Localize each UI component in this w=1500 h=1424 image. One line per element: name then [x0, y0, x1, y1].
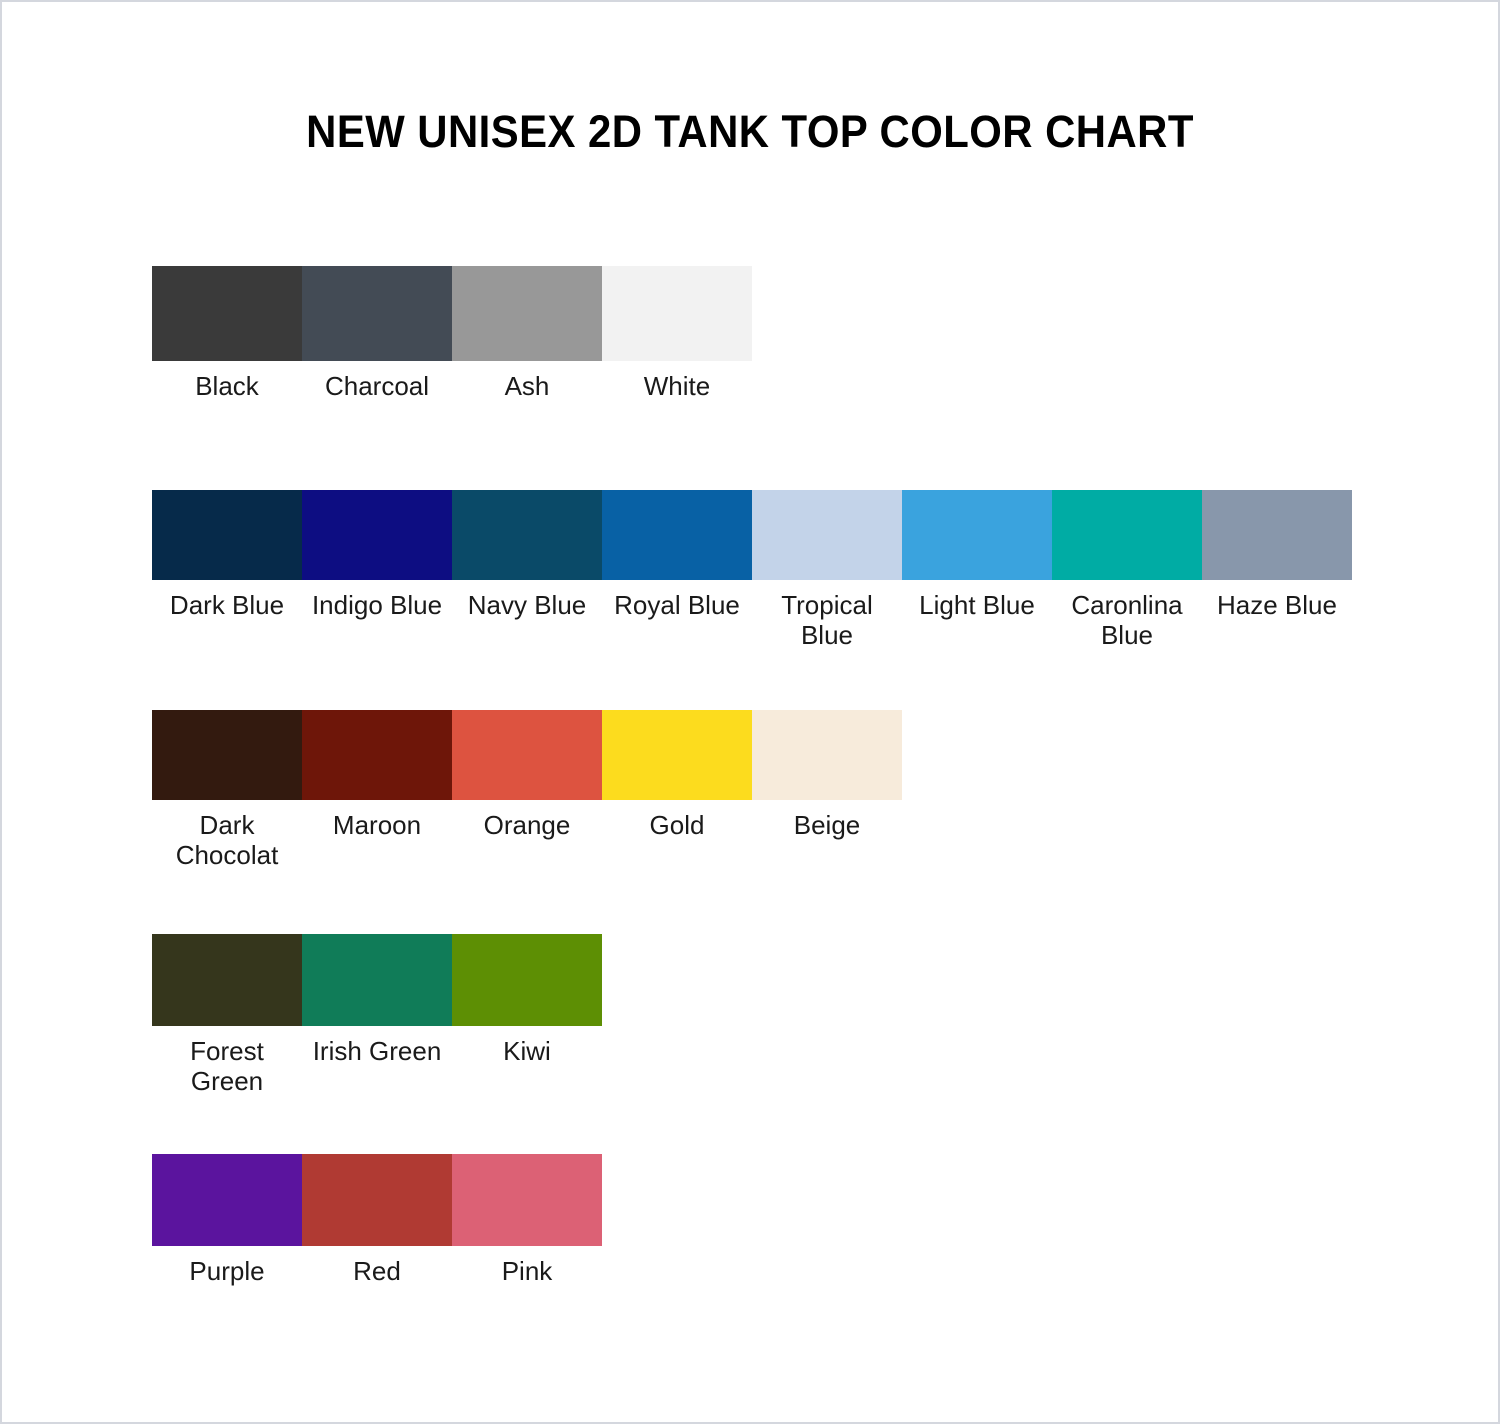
color-swatch-label: Dark Chocolat — [175, 810, 279, 871]
swatch-strip — [152, 1154, 602, 1246]
color-swatch-label: Red — [353, 1256, 401, 1286]
color-swatch-label: Charcoal — [324, 371, 430, 401]
swatch-label-strip: Dark Chocolat Maroon Orange Gold Beige — [152, 800, 902, 870]
color-swatch-label: Purple — [189, 1256, 265, 1286]
color-swatch[interactable] — [602, 266, 752, 361]
swatch-strip — [152, 490, 1352, 580]
swatch-row-blues: Dark Blue Indigo Blue Navy Blue Royal Blue T… — [152, 490, 1352, 650]
color-swatch-label: Light Blue — [919, 590, 1035, 620]
color-swatch-label: Maroon — [332, 810, 422, 840]
color-swatch[interactable] — [152, 266, 302, 361]
color-swatch-label: Royal Blue — [614, 590, 740, 620]
color-swatch-label: Gold — [649, 810, 705, 840]
color-swatch-label: Tropical Blue — [781, 590, 873, 651]
color-swatch[interactable] — [152, 934, 302, 1026]
swatch-strip — [152, 934, 602, 1026]
color-swatch[interactable] — [1202, 490, 1352, 580]
swatch-row-greens: Forest Green Irish Green Kiwi — [152, 934, 602, 1096]
color-swatch-label: Forest Green — [190, 1036, 264, 1097]
color-swatch[interactable] — [452, 1154, 602, 1246]
color-swatch-label: Indigo Blue — [311, 590, 443, 620]
color-swatch[interactable] — [302, 266, 452, 361]
swatch-strip — [152, 710, 902, 800]
color-swatch[interactable] — [452, 490, 602, 580]
color-swatch[interactable] — [302, 710, 452, 800]
color-swatch[interactable] — [302, 1154, 452, 1246]
color-swatch-label: White — [643, 371, 711, 401]
swatch-row-neutrals: Black Charcoal Ash White — [152, 266, 752, 401]
color-swatch[interactable] — [1052, 490, 1202, 580]
color-swatch-label: Navy Blue — [467, 590, 587, 620]
color-swatch[interactable] — [302, 490, 452, 580]
color-swatch[interactable] — [452, 710, 602, 800]
color-swatch[interactable] — [602, 710, 752, 800]
swatch-label-strip: Forest Green Irish Green Kiwi — [152, 1026, 602, 1096]
color-swatch-label: Kiwi — [503, 1036, 551, 1066]
page-title: NEW UNISEX 2D TANK TOP COLOR CHART — [306, 106, 1194, 157]
swatch-label-strip: Black Charcoal Ash White — [152, 361, 752, 401]
color-swatch-label: Irish Green — [312, 1036, 442, 1066]
color-swatch[interactable] — [152, 1154, 302, 1246]
color-swatch[interactable] — [452, 934, 602, 1026]
swatch-label-strip: Dark Blue Indigo Blue Navy Blue Royal Blue T… — [152, 580, 1352, 650]
color-swatch[interactable] — [302, 934, 452, 1026]
color-swatch[interactable] — [752, 710, 902, 800]
color-swatch[interactable] — [152, 710, 302, 800]
color-swatch-label: Ash — [504, 371, 550, 401]
color-swatch-label: Caronlina Blue — [1071, 590, 1183, 651]
color-swatch[interactable] — [602, 490, 752, 580]
color-swatch[interactable] — [452, 266, 602, 361]
color-swatch-label: Dark Blue — [169, 590, 285, 620]
color-swatch-label: Black — [195, 371, 259, 401]
color-swatch[interactable] — [152, 490, 302, 580]
color-swatch-label: Orange — [483, 810, 571, 840]
swatch-label-strip: Purple Red Pink — [152, 1246, 602, 1286]
color-swatch[interactable] — [752, 490, 902, 580]
color-swatch[interactable] — [902, 490, 1052, 580]
color-swatch-label: Haze Blue — [1217, 590, 1337, 620]
swatch-row-warms: Dark Chocolat Maroon Orange Gold Beige — [152, 710, 902, 870]
color-swatch-label: Pink — [501, 1256, 553, 1286]
color-swatch-label: Beige — [793, 810, 861, 840]
swatch-strip — [152, 266, 752, 361]
swatch-row-pinks: Purple Red Pink — [152, 1154, 602, 1286]
